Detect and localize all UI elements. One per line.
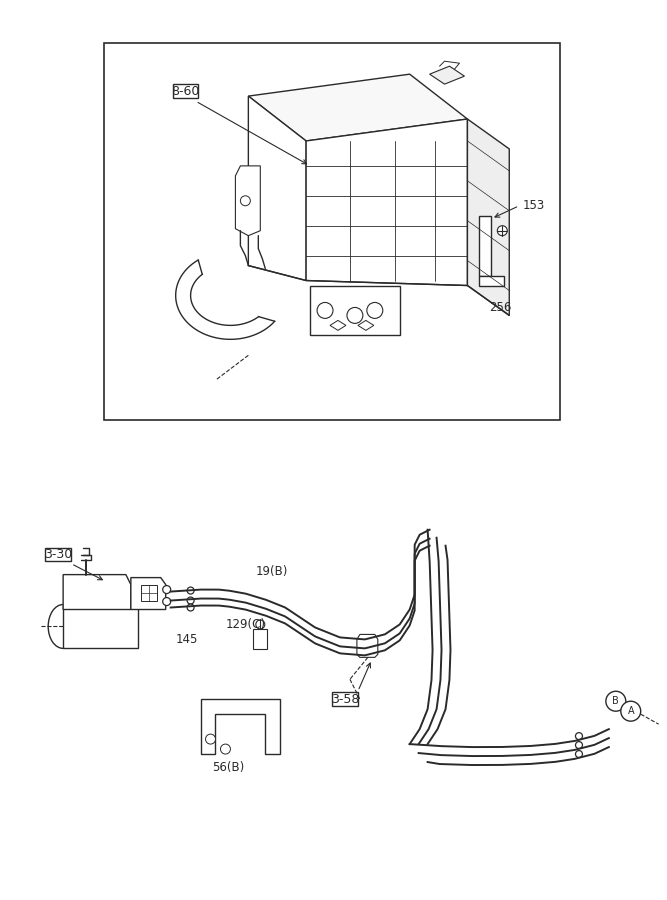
Bar [253,629,267,650]
Bar [480,275,504,285]
Bar [332,692,358,706]
Polygon shape [330,320,346,330]
Circle shape [163,586,171,594]
Polygon shape [310,285,400,336]
Circle shape [187,597,194,604]
Bar [63,605,138,648]
Text: A: A [628,706,634,716]
Circle shape [576,733,582,740]
Circle shape [187,604,194,611]
Ellipse shape [48,605,78,648]
Text: 145: 145 [175,633,198,646]
Polygon shape [468,119,510,315]
Bar [480,216,492,275]
Polygon shape [131,578,165,609]
Text: 256: 256 [490,301,512,314]
Text: B: B [612,697,619,706]
Polygon shape [248,96,306,281]
Circle shape [187,587,194,594]
Polygon shape [306,119,468,285]
Text: 19(B): 19(B) [255,565,287,578]
Text: 8-60: 8-60 [171,85,200,97]
Polygon shape [248,74,468,141]
Bar [141,585,157,600]
Circle shape [621,701,641,721]
Polygon shape [358,320,374,330]
Text: 56(B): 56(B) [212,761,245,774]
Polygon shape [63,574,131,609]
Bar [45,548,71,562]
Circle shape [498,226,508,236]
Circle shape [347,308,363,323]
Circle shape [317,302,333,319]
Text: 153: 153 [522,199,544,212]
Circle shape [576,751,582,758]
Text: 129(C): 129(C) [225,618,265,631]
Circle shape [576,742,582,749]
Polygon shape [430,67,464,84]
Text: 3-30: 3-30 [44,548,72,562]
Text: 3-58: 3-58 [331,693,359,706]
Circle shape [163,598,171,606]
Circle shape [205,734,215,744]
Circle shape [240,196,250,206]
Bar [173,85,199,98]
Polygon shape [235,166,260,236]
Circle shape [256,620,265,629]
Polygon shape [357,634,378,657]
Bar [104,43,560,420]
Circle shape [606,691,626,711]
Circle shape [221,744,230,754]
Polygon shape [201,699,280,754]
Circle shape [367,302,383,319]
